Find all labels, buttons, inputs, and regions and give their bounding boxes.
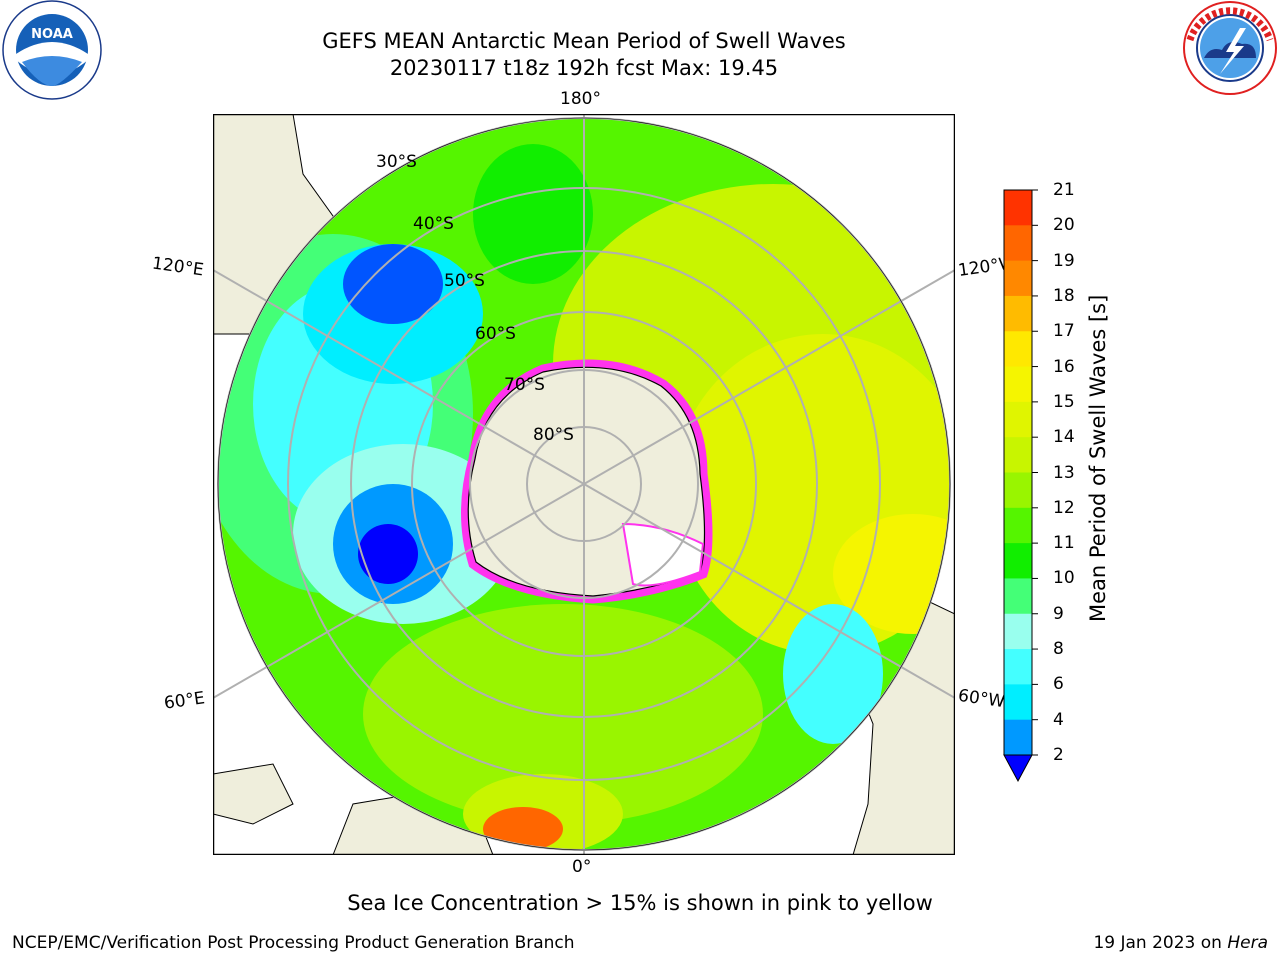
colorbar-bin: [1004, 543, 1032, 579]
colorbar-bin: [1004, 649, 1032, 685]
map-panel: [212, 113, 956, 856]
colorbar-label: Mean Period of Swell Waves [s]: [1086, 294, 1110, 622]
colorbar-tick-label: 18: [1053, 285, 1075, 306]
colorbar-tick-label: 21: [1053, 180, 1075, 200]
colorbar-bin: [1004, 437, 1032, 473]
colorbar-extend-arrow: [1003, 754, 1033, 783]
colorbar-bin: [1004, 613, 1032, 650]
nws-logo: [1180, 0, 1280, 100]
lon-label-60w: 60°W: [956, 685, 1007, 713]
colorbar-bin: [1004, 366, 1032, 403]
colorbar-tick-label: 17: [1053, 321, 1075, 342]
colorbar-tick-label: 10: [1053, 568, 1075, 589]
lat-label-70s: 70°S: [504, 375, 545, 395]
colorbar-bin: [1004, 507, 1032, 544]
lat-label-30s: 30°S: [376, 152, 417, 172]
lon-label-180: 180°: [560, 89, 601, 109]
colorbar-bin: [1004, 225, 1032, 262]
ice-caption: Sea Ice Concentration > 15% is shown in …: [347, 891, 933, 915]
lat-label-60s: 60°S: [475, 324, 516, 344]
lat-label-80s: 80°S: [533, 425, 574, 445]
colorbar-bin: [1004, 401, 1032, 438]
colorbar-tick-label: 8: [1053, 639, 1064, 660]
map-frame: [212, 113, 956, 856]
lat-label-50s: 50°S: [444, 271, 485, 291]
colorbar-bin: [1004, 578, 1032, 615]
madagascar-land: [213, 763, 294, 825]
colorbar-bin: [1004, 719, 1032, 756]
colorbar-tick-label: 9: [1053, 603, 1064, 624]
lon-label-60e: 60°E: [162, 688, 207, 714]
noaa-logo-text: NOAA: [31, 27, 73, 42]
chart-title: GEFS MEAN Antarctic Mean Period of Swell…: [322, 29, 846, 53]
colorbar-bin: [1004, 295, 1032, 332]
polar-map: [212, 113, 956, 856]
footer-credit: NCEP/EMC/Verification Post Processing Pr…: [12, 933, 575, 953]
noaa-logo: NOAA: [0, 0, 104, 104]
footer-date-text: 19 Jan 2023 on: [1093, 933, 1228, 953]
chart-subtitle: 20230117 t18z 192h fcst Max: 19.45: [389, 56, 779, 80]
colorbar-tick-label: 11: [1053, 533, 1075, 554]
lon-label-120e: 120°E: [150, 253, 205, 281]
colorbar-bin: [1004, 260, 1032, 297]
colorbar-bin: [1004, 684, 1032, 721]
colorbar-bin: [1004, 190, 1032, 226]
footer-host: Hera: [1227, 933, 1268, 953]
colorbar-tick-label: 20: [1053, 215, 1075, 236]
lon-label-0: 0°: [572, 857, 592, 877]
colorbar-tick-label: 15: [1053, 391, 1075, 412]
sea-ice-edge: [461, 359, 713, 604]
colorbar-bin: [1004, 331, 1032, 368]
colorbar-tick-label: 19: [1053, 250, 1075, 271]
colorbar: [1000, 186, 1040, 786]
colorbar-tick-label: 13: [1053, 462, 1075, 483]
lat-label-40s: 40°S: [413, 214, 454, 234]
colorbar-tick-label: 14: [1053, 427, 1075, 448]
colorbar-tick-label: 16: [1053, 356, 1075, 377]
colorbar-tick-label: 4: [1053, 709, 1064, 730]
footer-date: 19 Jan 2023 on Hera: [1093, 933, 1268, 953]
colorbar-tick-label: 2: [1053, 745, 1064, 765]
colorbar-tick-label: 12: [1053, 497, 1075, 518]
colorbar-bin: [1004, 472, 1032, 509]
colorbar-tick-label: 6: [1053, 674, 1064, 695]
